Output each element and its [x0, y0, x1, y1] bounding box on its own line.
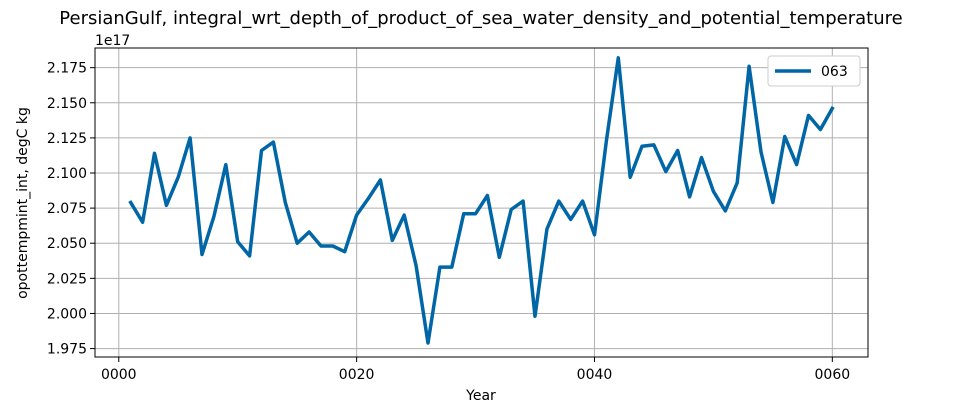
- x-tick-label: 0060: [815, 367, 851, 383]
- legend: 063: [767, 55, 861, 87]
- y-tick-label: 2.125: [47, 131, 87, 147]
- y-tick-label: 1.975: [47, 342, 87, 358]
- y-tick-label: 2.000: [47, 306, 87, 322]
- y-tick-label: 2.150: [47, 96, 87, 112]
- y-tick-label: 2.100: [47, 166, 87, 182]
- x-tick-label: 0000: [101, 367, 137, 383]
- y-axis-ticks: 1.975 2.000 2.025 2.050 2.075 2.100 2.125 2.150…: [47, 61, 95, 358]
- legend-label: 063: [821, 64, 848, 80]
- series-line-063: [128, 56, 835, 345]
- y-tick-label: 2.050: [47, 236, 87, 252]
- chart-title: PersianGulf, integral_wrt_depth_of_produ…: [59, 8, 902, 29]
- plot-series: [128, 56, 835, 345]
- y-tick-label: 2.075: [47, 201, 87, 217]
- x-tick-label: 0040: [577, 367, 613, 383]
- legend-box: [767, 55, 861, 87]
- x-tick-label: 0020: [339, 367, 375, 383]
- y-axis-offset-label: 1e17: [95, 33, 130, 49]
- y-axis-label: opottempmint_int, degC kg: [15, 107, 31, 299]
- y-tick-label: 2.175: [47, 61, 87, 77]
- x-axis-ticks: 0000 0020 0040 0060: [101, 357, 850, 383]
- y-tick-label: 2.025: [47, 271, 87, 287]
- plot-area-frame: [94, 47, 869, 358]
- x-axis-label: Year: [465, 388, 496, 404]
